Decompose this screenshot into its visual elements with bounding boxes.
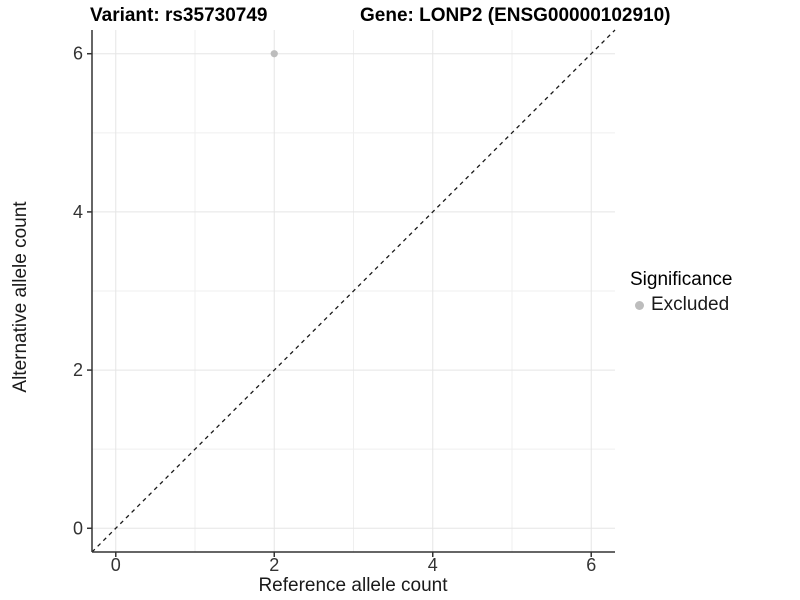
y-tick-label: 6: [73, 44, 83, 64]
plot-title-variant: Variant: rs35730749: [90, 5, 268, 26]
y-tick-label: 2: [73, 360, 83, 380]
y-tick-label: 4: [73, 202, 83, 222]
x-tick-label: 4: [428, 555, 438, 575]
legend-title: Significance: [630, 269, 733, 290]
legend-item-excluded: Excluded: [630, 294, 732, 316]
x-tick-label: 6: [586, 555, 596, 575]
x-tick-label: 2: [269, 555, 279, 575]
legend: Significance Excluded: [630, 269, 732, 316]
legend-point-icon: [635, 300, 644, 310]
data-point: [270, 50, 278, 58]
y-tick-label: 0: [73, 518, 83, 538]
identity-reference-line: [91, 29, 616, 553]
legend-item-label: Excluded: [651, 294, 730, 315]
plot-title-gene: Gene: LONP2 (ENSG00000102910): [360, 5, 671, 26]
y-axis-title: Alternative allele count: [10, 201, 31, 393]
x-tick-label: 0: [111, 555, 121, 575]
x-axis-title: Reference allele count: [258, 575, 448, 596]
